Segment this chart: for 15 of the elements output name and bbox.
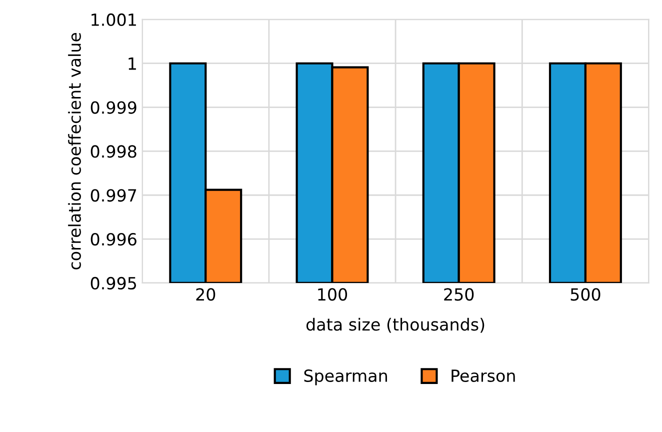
legend-label: Spearman <box>304 369 387 386</box>
y-axis-title: correlation coeffecient value <box>68 32 81 270</box>
y-tick-label: 1 <box>128 58 136 70</box>
legend-label: Pearson <box>452 370 515 382</box>
y-tick-label: 0.995 <box>90 276 136 290</box>
y-tick-label: 0.998 <box>90 145 136 158</box>
y-tick-label: 0.999 <box>90 101 136 114</box>
x-tick-label: 20 <box>196 288 216 301</box>
y-tick-label: 0.997 <box>90 189 136 202</box>
x-tick-label: 250 <box>444 288 474 301</box>
y-tick-label: 1.001 <box>92 13 136 26</box>
x-tick-label: 500 <box>570 288 600 301</box>
y-tick-label: 0.996 <box>90 233 136 246</box>
x-tick-label: 100 <box>318 288 348 301</box>
x-axis-title: data size (thousands) <box>306 318 484 333</box>
